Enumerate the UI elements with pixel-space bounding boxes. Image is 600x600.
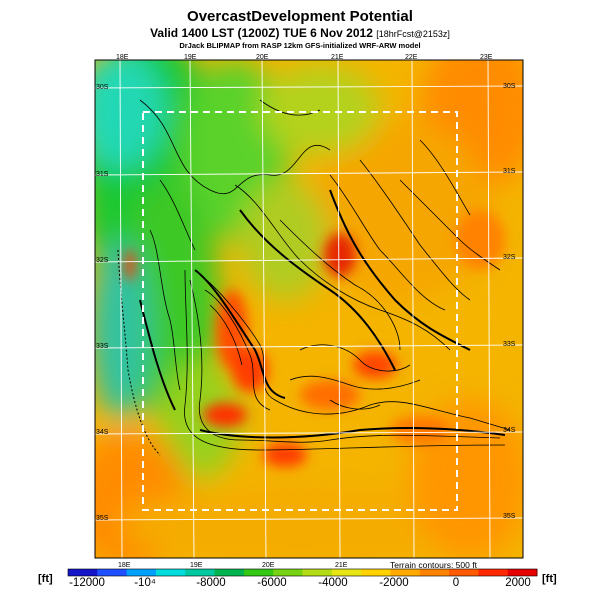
lon-tick-bottom: 19E: [190, 562, 203, 569]
lat-tick-left: 33S: [96, 343, 109, 350]
lon-tick-top: 22E: [405, 54, 418, 61]
colorbar-swatch: [419, 569, 450, 576]
colorbar-swatch: [97, 569, 128, 576]
lat-tick-left: 35S: [96, 515, 109, 522]
colorbar-swatch: [302, 569, 333, 576]
colorbar: [67, 568, 538, 577]
colorbar-swatch: [243, 569, 274, 576]
colorbar-unit-left: [ft]: [38, 573, 53, 585]
colorbar-label: -4000: [318, 577, 348, 589]
plot-frame: [94, 59, 524, 559]
colorbar-label: -6000: [257, 577, 287, 589]
colorbar-swatch: [361, 569, 391, 576]
colorbar-swatch: [478, 569, 509, 576]
colorbar-label: 0: [452, 577, 460, 589]
lat-tick-right: 30S: [503, 83, 516, 90]
map-title: OvercastDevelopment Potential: [187, 8, 413, 25]
colorbar-swatch: [449, 569, 479, 576]
lat-tick-right: 35S: [503, 513, 516, 520]
field-layer: [95, 60, 523, 558]
colorbar-label: 2000: [505, 577, 531, 589]
colorbar-label: -8000: [196, 577, 226, 589]
lon-tick-top: 19E: [184, 54, 197, 61]
lon-tick-top: 18E: [116, 54, 129, 61]
colorbar-swatch: [68, 569, 98, 576]
colorbar-frame: [67, 568, 538, 577]
lat-tick-left: 32S: [96, 257, 109, 264]
forecast-label: [18hrFcst@2153z]: [376, 29, 450, 39]
lat-tick-right: 32S: [503, 254, 516, 261]
lon-tick-top: 21E: [331, 54, 344, 61]
lat-tick-right: 34S: [503, 427, 516, 434]
terrain-contours: [139, 99, 511, 451]
colorbar-swatch: [185, 569, 216, 576]
lon-tick-bottom: 21E: [335, 562, 348, 569]
colorbar-label: -2000: [379, 577, 409, 589]
lat-tick-left: 31S: [96, 171, 109, 178]
colorbar-swatch: [273, 569, 303, 576]
inner-domain-box: [142, 111, 458, 511]
lat-tick-left: 30S: [96, 84, 109, 91]
colorbar-swatch: [507, 569, 538, 576]
colorbar-label: -10⁴: [134, 577, 156, 589]
colorbar-swatch: [214, 569, 245, 576]
valid-time: Valid 1400 LST (1200Z) TUE 6 Nov 2012 [1…: [0, 26, 600, 40]
valid-label: Valid 1400 LST (1200Z) TUE 6 Nov 2012: [150, 26, 373, 40]
overcast-contours: [139, 189, 506, 439]
colorbar-swatch: [126, 569, 157, 576]
lat-tick-left: 34S: [96, 429, 109, 436]
model-credit: DrJack BLIPMAP from RASP 12km GFS-initia…: [179, 41, 421, 50]
lat-tick-right: 33S: [503, 341, 516, 348]
terrain-note: Terrain contours: 500 ft: [390, 560, 477, 570]
colorbar-swatch: [155, 569, 186, 576]
colorbar-swatch: [331, 569, 362, 576]
lon-tick-top: 23E: [480, 54, 493, 61]
colorbar-swatch: [390, 569, 421, 576]
colorbar-label: -12000: [69, 577, 105, 589]
graticule: [95, 60, 523, 558]
lon-tick-bottom: 20E: [262, 562, 275, 569]
colorbar-unit-right: [ft]: [542, 573, 557, 585]
coastline: [117, 249, 161, 456]
lon-tick-bottom: 18E: [118, 562, 131, 569]
lat-tick-right: 31S: [503, 168, 516, 175]
lon-tick-top: 20E: [256, 54, 269, 61]
